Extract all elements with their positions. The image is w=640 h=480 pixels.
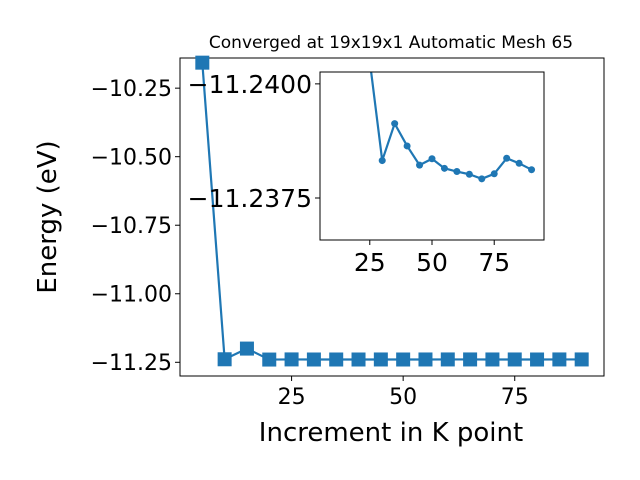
y-axis-label: Energy (eV) — [33, 140, 63, 293]
main-x-tick-label: 50 — [389, 385, 417, 410]
main-data-point — [239, 341, 254, 356]
main-y-ticks: −11.25 −11.00 −10.75 −10.50 −10.25 — [91, 77, 180, 376]
main-data-point — [574, 352, 589, 367]
main-data-point — [306, 352, 321, 367]
inset-x-ticks: 25 50 75 — [354, 240, 510, 277]
main-data-point — [463, 352, 478, 367]
main-x-tick-label: 75 — [501, 385, 529, 410]
main-data-point — [485, 352, 500, 367]
main-data-point — [552, 352, 567, 367]
inset-plot: 25 50 75 −11.2375 −11.2400 — [188, 70, 545, 277]
inset-data-point — [490, 170, 498, 178]
main-series — [195, 55, 589, 367]
inset-x-tick-label: 75 — [478, 248, 510, 277]
inset-frame — [319, 71, 545, 241]
inset-data-point — [440, 164, 448, 172]
main-data-point — [195, 55, 210, 70]
inset-data-point — [528, 166, 536, 174]
inset-data-point — [465, 170, 473, 178]
main-data-point — [329, 352, 344, 367]
main-data-point — [530, 352, 545, 367]
inset-data-point — [378, 157, 386, 165]
main-x-ticks: 25 50 75 — [278, 376, 529, 410]
inset-x-tick-label: 50 — [416, 248, 448, 277]
inset-data-point — [391, 120, 399, 128]
main-y-tick-label: −10.25 — [91, 77, 172, 102]
main-data-point — [418, 352, 433, 367]
inset-series — [370, 72, 536, 183]
main-plot: 25 50 75 −11.25 −11.00 −10.75 −10.50 −10.25 In… — [33, 33, 605, 448]
inset-y-tick-label: −11.2400 — [188, 70, 312, 99]
inset-x-tick-label: 25 — [354, 248, 386, 277]
inset-data-point — [403, 142, 411, 150]
main-data-point — [440, 352, 455, 367]
main-data-point — [351, 352, 366, 367]
inset-data-point — [503, 154, 511, 162]
main-y-tick-label: −11.00 — [91, 283, 172, 308]
inset-y-ticks: −11.2375 −11.2400 — [188, 70, 320, 213]
main-x-tick-label: 25 — [278, 385, 306, 410]
chart-title: Converged at 19x19x1 Automatic Mesh 65 — [209, 33, 573, 53]
main-y-tick-label: −10.50 — [91, 146, 172, 171]
main-data-point — [262, 352, 277, 367]
main-data-point — [396, 352, 411, 367]
inset-data-point — [478, 175, 486, 183]
inset-data-point — [416, 161, 424, 169]
main-y-tick-label: −10.75 — [91, 214, 172, 239]
main-plot-frame — [179, 57, 605, 377]
main-data-point — [284, 352, 299, 367]
inset-y-tick-label: −11.2375 — [188, 184, 312, 213]
x-axis-label: Increment in K point — [259, 418, 523, 448]
inset-data-point — [515, 159, 523, 167]
main-data-point — [217, 352, 232, 367]
main-data-point — [507, 352, 522, 367]
inset-data-point — [453, 168, 461, 176]
main-y-tick-label: −11.25 — [91, 351, 172, 376]
main-data-point — [373, 352, 388, 367]
inset-data-point — [428, 155, 436, 163]
